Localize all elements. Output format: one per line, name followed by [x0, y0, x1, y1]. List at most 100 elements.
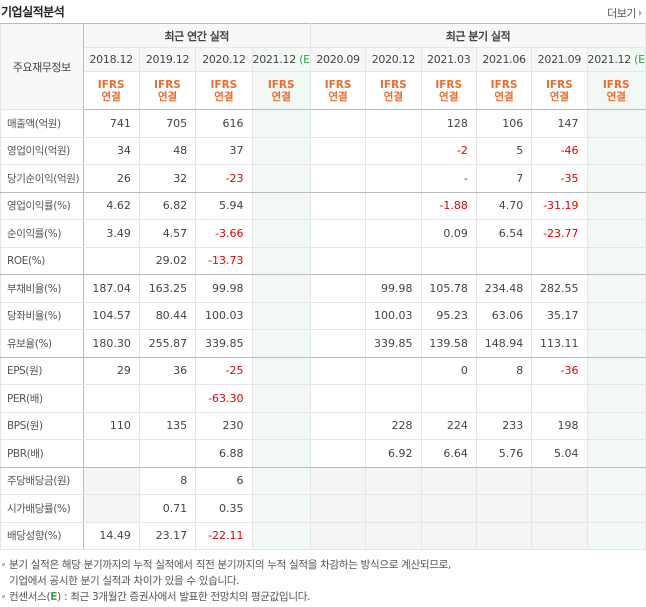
value-cell	[365, 356, 422, 385]
value-cell	[251, 494, 311, 523]
value-cell	[586, 301, 646, 330]
more-link[interactable]: 더보기	[607, 5, 642, 21]
value-cell: 100.03	[195, 301, 253, 330]
value-cell	[586, 384, 646, 413]
value-cell: 23.17	[138, 521, 197, 550]
table-row: 시가배당률(%) 0.71 0.35	[0, 494, 646, 523]
ifrs-consolidated-label: IFRS 연결	[531, 71, 588, 110]
table-row: BPS(원) 110 135 230 228 224 233 198	[0, 411, 646, 440]
value-cell	[251, 521, 311, 550]
value-cell	[82, 384, 140, 413]
value-cell	[531, 246, 588, 275]
value-cell: 48	[138, 136, 197, 165]
value-cell	[309, 356, 367, 385]
value-cell: 5.94	[195, 191, 253, 220]
bullet-icon	[2, 562, 5, 566]
table-row: 영업이익(억원) 34 48 37 -2 5 -46	[0, 136, 646, 165]
ifrs-consolidated-label: IFRS 연결	[420, 71, 477, 110]
value-cell: 6.88	[195, 439, 253, 468]
value-cell	[420, 384, 477, 413]
value-cell	[251, 274, 311, 303]
value-cell	[420, 521, 477, 550]
value-cell	[365, 521, 422, 550]
value-cell	[586, 136, 646, 165]
value-cell: -35	[531, 164, 588, 193]
period-header: 2020.12	[195, 47, 253, 72]
value-cell	[138, 384, 197, 413]
value-cell: 339.85	[365, 329, 422, 358]
value-cell: -23	[195, 164, 253, 193]
value-cell: 5.76	[475, 439, 533, 468]
value-cell	[82, 466, 140, 495]
value-cell: -1.88	[420, 191, 477, 220]
value-cell: 32	[138, 164, 197, 193]
value-cell	[586, 164, 646, 193]
value-cell: 187.04	[82, 274, 140, 303]
row-label: 시가배당률(%)	[0, 494, 84, 523]
value-cell	[365, 219, 422, 248]
value-cell	[309, 164, 367, 193]
table-row: ROE(%) 29.02 -13.73	[0, 246, 646, 275]
annual-group-header: 최근 연간 실적	[82, 23, 311, 48]
estimate-badge: (E)	[634, 53, 645, 66]
value-cell: 148.94	[475, 329, 533, 358]
value-cell: 6.54	[475, 219, 533, 248]
value-cell	[251, 301, 311, 330]
value-cell: 37	[195, 136, 253, 165]
value-cell: 4.70	[475, 191, 533, 220]
value-cell: 7	[475, 164, 533, 193]
period-header: 2020.09	[309, 47, 367, 72]
value-cell: 616	[195, 109, 253, 138]
row-label: PBR(배)	[0, 439, 84, 468]
value-cell	[365, 466, 422, 495]
ifrs-consolidated-label: IFRS 연결	[475, 71, 533, 110]
value-cell	[251, 191, 311, 220]
row-label: 영업이익률(%)	[0, 191, 84, 220]
value-cell: 34	[82, 136, 140, 165]
value-cell	[475, 494, 533, 523]
value-cell	[309, 301, 367, 330]
value-cell	[420, 494, 477, 523]
value-cell: 282.55	[531, 274, 588, 303]
footnote-consensus: 컨센서스(E) : 최근 3개월간 증권사에서 발표한 전망치의 평균값입니다.	[2, 589, 451, 605]
table-row: PER(배) -63.30	[0, 384, 646, 413]
value-cell: 36	[138, 356, 197, 385]
table-row: 순이익률(%) 3.49 4.57 -3.66 0.09 6.54 -23.77	[0, 219, 646, 248]
row-label: BPS(원)	[0, 411, 84, 440]
value-cell: 147	[531, 109, 588, 138]
value-cell: 6.64	[420, 439, 477, 468]
value-cell	[251, 109, 311, 138]
value-cell: -31.19	[531, 191, 588, 220]
ifrs-consolidated-label: IFRS 연결	[365, 71, 422, 110]
value-cell: 234.48	[475, 274, 533, 303]
row-label: 순이익률(%)	[0, 219, 84, 248]
bullet-icon	[2, 594, 5, 598]
value-cell	[586, 356, 646, 385]
table-row: 유보율(%) 180.30 255.87 339.85 339.85 139.58 148.…	[0, 329, 646, 358]
value-cell: -36	[531, 356, 588, 385]
value-cell	[586, 439, 646, 468]
value-cell	[586, 411, 646, 440]
value-cell: 135	[138, 411, 197, 440]
value-cell: 233	[475, 411, 533, 440]
value-cell: 180.30	[82, 329, 140, 358]
value-cell	[251, 439, 311, 468]
value-cell: -2	[420, 136, 477, 165]
value-cell	[586, 109, 646, 138]
value-cell	[365, 164, 422, 193]
value-cell	[309, 219, 367, 248]
section-title: 기업실적분석	[1, 5, 65, 19]
value-cell	[309, 521, 367, 550]
value-cell: -63.30	[195, 384, 253, 413]
value-cell	[309, 329, 367, 358]
value-cell: -	[420, 164, 477, 193]
value-cell: 99.98	[365, 274, 422, 303]
value-cell: 8	[138, 466, 197, 495]
period-header: 2021.12 (E)	[251, 47, 311, 72]
value-cell: 63.06	[475, 301, 533, 330]
value-cell: 110	[82, 411, 140, 440]
value-cell	[531, 521, 588, 550]
table-row: 당기순이익(억원) 26 32 -23 -7 -35	[0, 164, 646, 193]
value-cell	[475, 521, 533, 550]
value-cell: 4.62	[82, 191, 140, 220]
